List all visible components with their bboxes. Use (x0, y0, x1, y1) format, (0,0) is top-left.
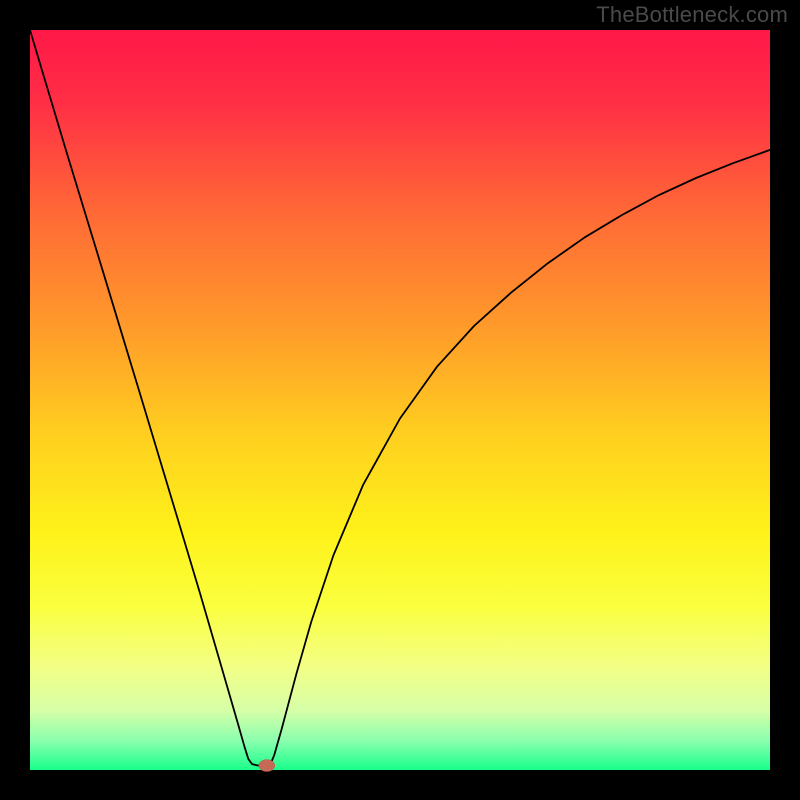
chart-container: { "watermark": "TheBottleneck.com", "cha… (0, 0, 800, 800)
optimal-point-marker (259, 760, 275, 772)
bottleneck-chart (0, 0, 800, 800)
watermark-text: TheBottleneck.com (596, 2, 788, 28)
